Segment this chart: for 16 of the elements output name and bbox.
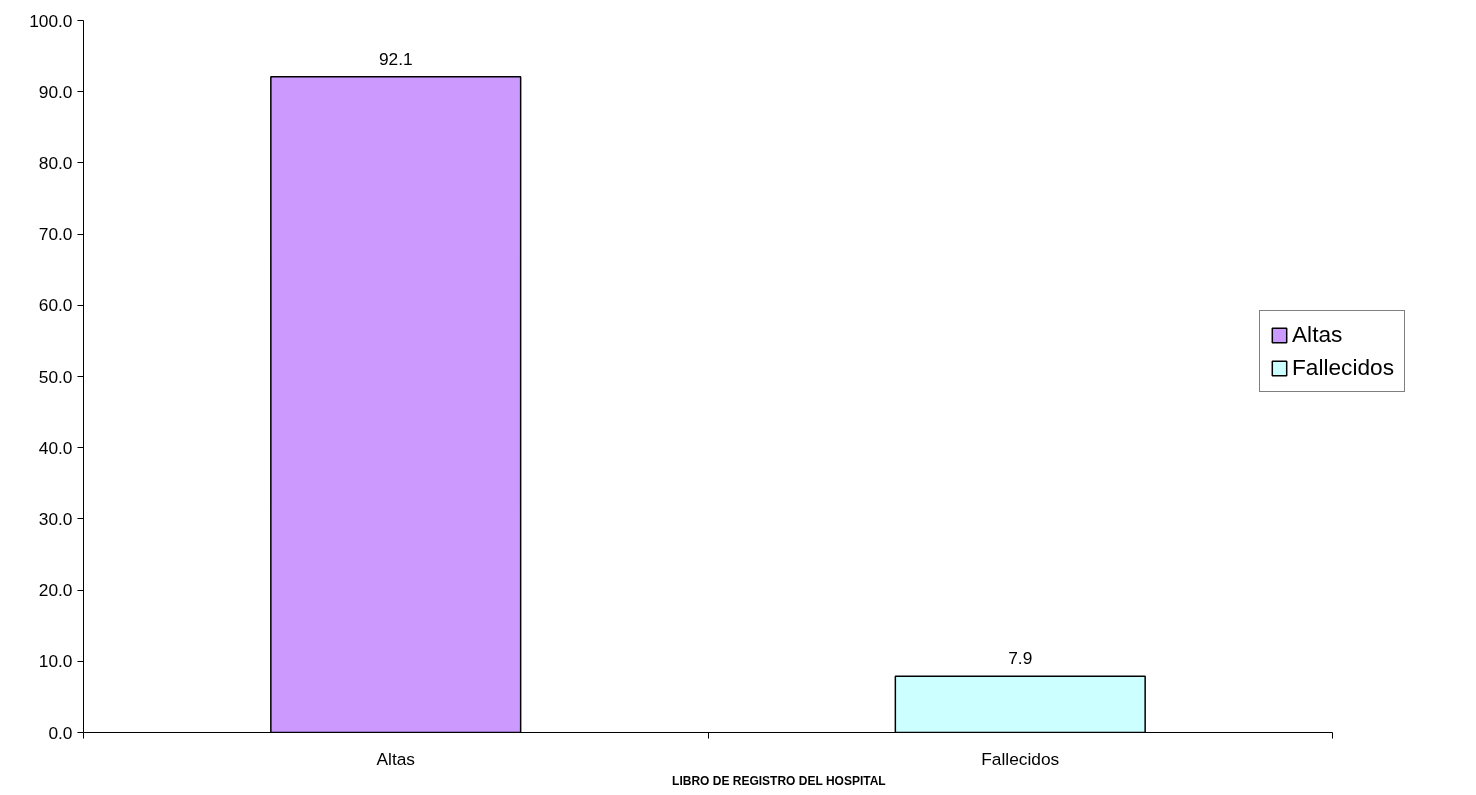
y-tick-label: 70.0 [38, 224, 73, 245]
legend-label: Altas [1292, 321, 1343, 348]
y-tick-label: 10.0 [38, 651, 73, 672]
y-tick-label: 100.0 [29, 10, 73, 31]
data-label: 92.1 [378, 48, 413, 69]
legend-label: Fallecidos [1292, 354, 1394, 381]
y-tick-label: 90.0 [38, 81, 73, 102]
y-tick-label: 40.0 [38, 437, 73, 458]
y-tick-label: 80.0 [38, 152, 73, 173]
y-tick-label: 20.0 [38, 580, 73, 601]
x-axis-title: LIBRO DE REGISTRO DEL HOSPITAL [672, 773, 886, 788]
y-tick-label: 30.0 [38, 508, 73, 529]
y-tick-label: 60.0 [38, 295, 73, 316]
y-tick-label: 0.0 [48, 722, 73, 743]
data-label: 7.9 [1008, 648, 1033, 669]
y-tick-label: 50.0 [38, 366, 73, 387]
